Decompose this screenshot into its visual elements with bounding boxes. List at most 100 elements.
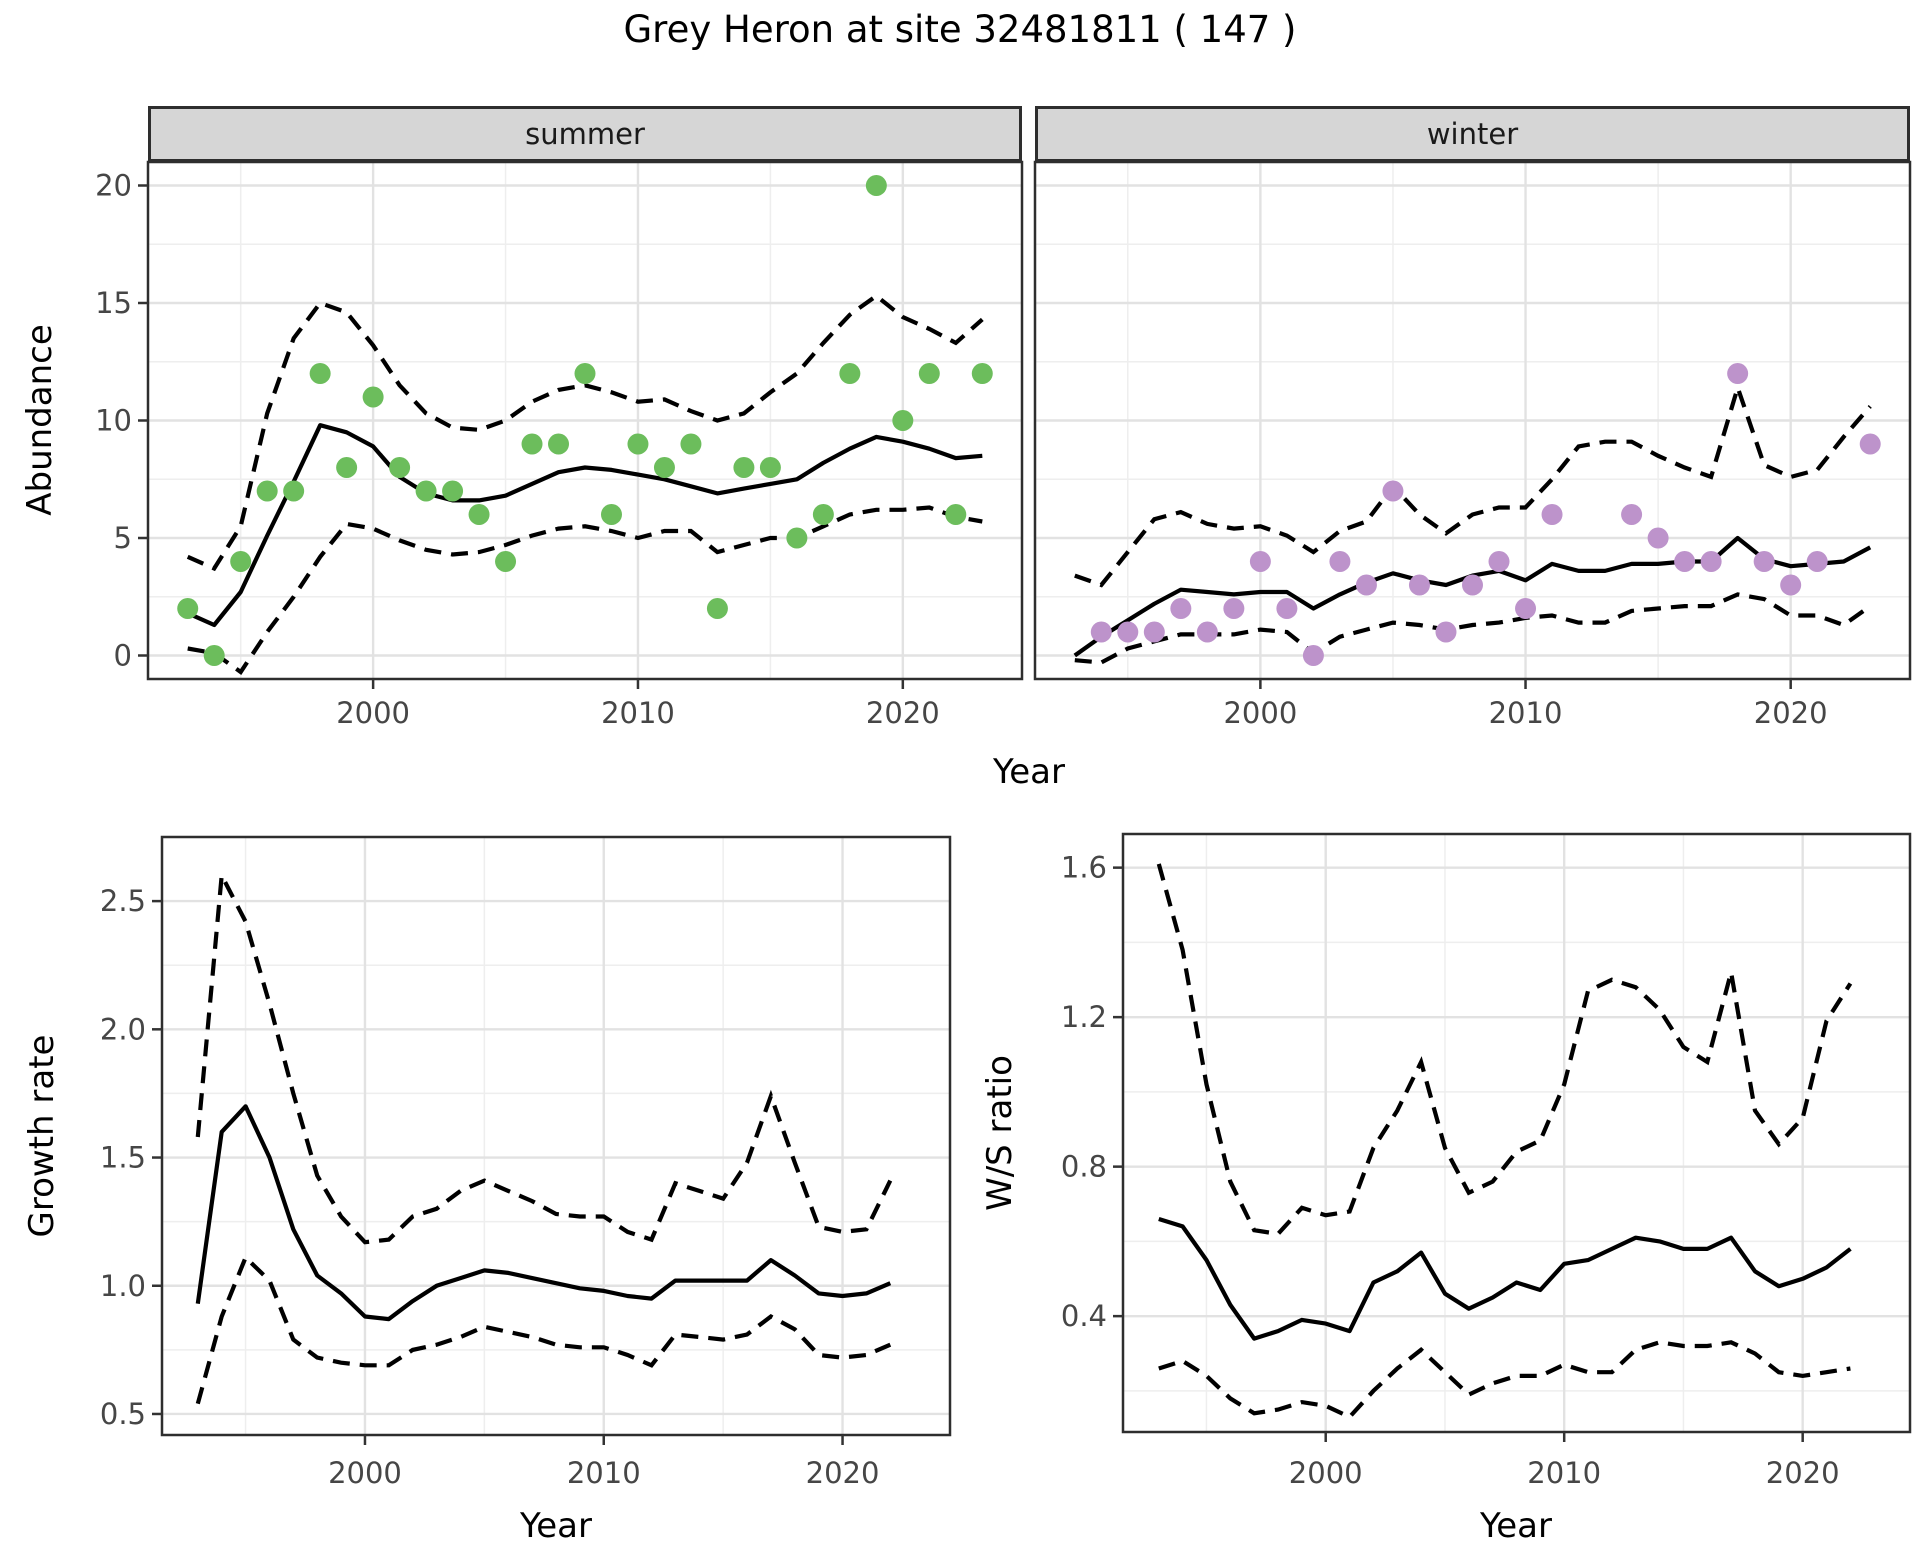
- data-point: [548, 433, 570, 455]
- y-tick-label: 0.5: [100, 1397, 146, 1431]
- x-tick-label: 2000: [1289, 1456, 1363, 1490]
- facet-strip-summer: summer: [148, 106, 1022, 162]
- y-tick-label: 1.2: [1061, 1000, 1107, 1034]
- data-point: [1753, 551, 1775, 572]
- data-point: [362, 386, 384, 408]
- plot-title: Grey Heron at site 32481811 ( 147 ): [623, 8, 1297, 51]
- y-tick-label: 0.4: [1061, 1299, 1107, 1333]
- data-point: [574, 363, 596, 384]
- x-tick-label: 2010: [567, 1456, 641, 1490]
- x-tick-label: 2010: [1489, 696, 1563, 730]
- data-point: [1143, 621, 1165, 643]
- x-axis-title-year-top: Year: [993, 752, 1065, 792]
- upper-ci-line: [186, 293, 984, 572]
- x-tick-label: 2020: [866, 696, 940, 730]
- data-point: [1462, 574, 1483, 596]
- data-point: [733, 457, 755, 478]
- y-tick-label: 15: [95, 286, 132, 320]
- fit-line: [195, 1104, 892, 1322]
- data-point: [1806, 551, 1828, 572]
- data-point: [1196, 621, 1218, 643]
- upper-ci-line: [1156, 863, 1853, 1237]
- x-tick-label: 2010: [601, 696, 675, 730]
- y-tick-label: 5: [114, 521, 132, 555]
- data-point: [971, 363, 993, 384]
- panel-ws-ratio: 2000 2010 2020 0.4 0.8 1.2 1.6: [1061, 832, 1912, 1490]
- data-point: [1515, 598, 1537, 619]
- data-point: [1435, 621, 1457, 643]
- x-tick-label: 2000: [336, 696, 410, 730]
- data-point: [283, 480, 305, 502]
- data-point: [1090, 621, 1112, 643]
- data-point: [336, 457, 358, 478]
- data-point: [1727, 363, 1749, 384]
- data-point: [1780, 574, 1802, 596]
- x-tick-label: 2020: [806, 1456, 880, 1490]
- data-point: [1408, 574, 1430, 596]
- data-point: [653, 457, 675, 478]
- y-tick-label: 2.5: [100, 884, 146, 918]
- data-point: [1223, 598, 1245, 619]
- data-point: [1329, 551, 1351, 572]
- y-tick-label: 2.0: [100, 1012, 146, 1046]
- y-tick-label: 1.0: [100, 1269, 146, 1303]
- x-tick-label: 2000: [1223, 696, 1297, 730]
- panel-abundance-winter: 2000 2010 2020: [1033, 160, 1912, 730]
- y-tick-label: 20: [95, 169, 132, 203]
- data-point: [442, 480, 464, 502]
- data-point: [1541, 504, 1563, 525]
- data-point: [177, 598, 199, 619]
- data-point: [627, 433, 649, 455]
- panel-border: [1033, 160, 1912, 681]
- lower-ci-line: [195, 1253, 892, 1405]
- data-point: [918, 363, 940, 384]
- fit-line: [1158, 1216, 1852, 1341]
- x-axis-title-year-growth: Year: [520, 1506, 592, 1546]
- y-tick-label: 1.6: [1061, 851, 1107, 885]
- upper-ci-line: [1074, 380, 1872, 588]
- data-point: [230, 551, 252, 572]
- lower-ci-line: [1158, 1340, 1851, 1420]
- facet-strip-summer-label: summer: [525, 117, 645, 151]
- data-point: [203, 645, 225, 666]
- data-point: [1355, 574, 1377, 596]
- data-point: [1674, 551, 1696, 572]
- data-point: [1859, 433, 1881, 455]
- panel-growth-rate: 2000 2010 2020 0.5 1.0 1.5 2.0 2.5: [100, 835, 952, 1490]
- data-point: [1488, 551, 1510, 572]
- data-point: [812, 504, 834, 525]
- x-tick-label: 2020: [1754, 696, 1828, 730]
- data-point: [680, 433, 702, 455]
- data-point: [892, 410, 914, 431]
- data-point: [1170, 598, 1192, 619]
- data-point: [256, 480, 278, 502]
- lower-ci-line: [187, 505, 983, 675]
- panel-abundance-summer: 2000 2010 2020 0 5 10 15 20: [95, 160, 1024, 730]
- x-tick-label: 2010: [1527, 1456, 1601, 1490]
- data-point: [495, 551, 517, 572]
- x-tick-label: 2020: [1766, 1456, 1840, 1490]
- y-tick-label: 1.5: [100, 1141, 146, 1175]
- data-point: [1276, 598, 1298, 619]
- data-point: [759, 457, 781, 478]
- y-axis-title-growth-rate: Growth rate: [22, 1034, 62, 1238]
- data-point: [415, 480, 437, 502]
- y-axis-title-ws-ratio: W/S ratio: [980, 1055, 1020, 1211]
- facet-strip-winter: winter: [1035, 106, 1910, 162]
- data-point: [1249, 551, 1271, 572]
- data-point: [1302, 645, 1324, 666]
- data-point: [945, 504, 967, 525]
- data-point: [1700, 551, 1722, 572]
- x-axis-title-year-ws: Year: [1480, 1506, 1552, 1546]
- data-point: [786, 527, 808, 549]
- data-point: [600, 504, 622, 525]
- y-tick-label: 10: [95, 404, 132, 438]
- y-axis-title-abundance: Abundance: [20, 324, 60, 516]
- data-point: [1382, 480, 1404, 502]
- x-tick-label: 2000: [328, 1456, 402, 1490]
- y-tick-label: 0.8: [1061, 1150, 1107, 1184]
- data-point: [389, 457, 411, 478]
- panel-border: [1121, 832, 1912, 1434]
